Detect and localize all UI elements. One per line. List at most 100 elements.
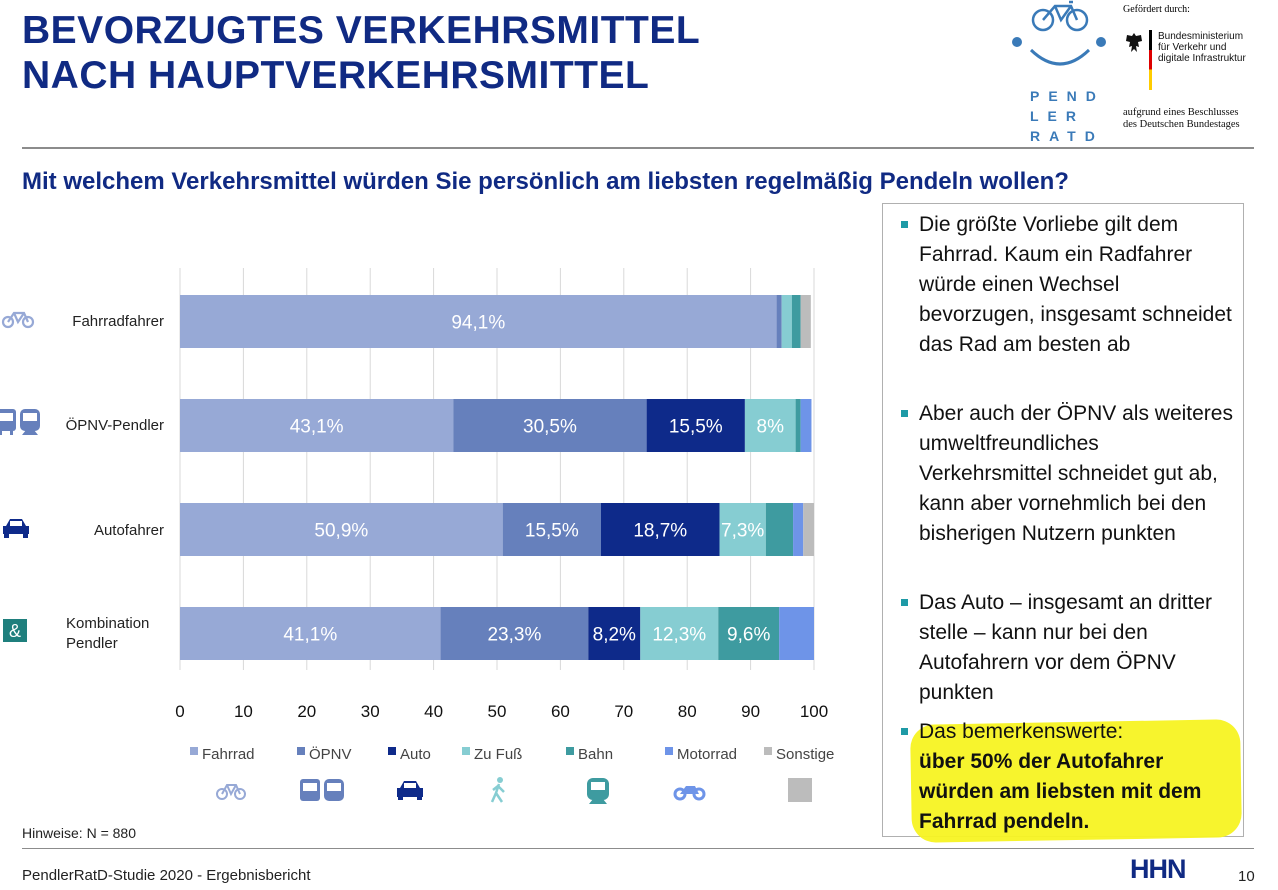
x-tick-label: 70 [614,702,633,721]
bar-segment-sonstige-2 [803,503,814,556]
finding-bullet-1: Die größte Vorliebe gilt dem Fahrrad. Ka… [901,210,1236,360]
category-label-oepnv-pendler: ÖPNV-Pendler [66,416,164,434]
bar-data-label: 15,5% [525,521,579,542]
bar-data-label: 8,2% [593,625,636,646]
bar-data-label: 23,3% [487,625,541,646]
walking-icon [490,777,505,803]
report-title: PendlerRatD-Studie 2020 - Ergebnisberich… [22,867,311,884]
slide-title: BEVORZUGTES VERKEHRSMITTEL NACH HAUPTVER… [22,8,700,98]
logo-wordmark: PEND LER RATD [1030,88,1105,144]
bar-segment-motorrad-1 [800,399,812,452]
survey-question: Mit welchem Verkehrsmittel würden Sie pe… [22,168,1069,195]
footer-divider [22,848,1254,849]
bar-data-label: 12,3% [652,625,706,646]
bar-data-label: 15,5% [669,417,723,438]
legend: Fahrrad ÖPNV Auto Zu Fuß Bahn Motorrad Sonstig… [190,745,834,763]
bullet-square-icon [901,599,908,606]
x-axis-ticks: 0 10 20 30 40 50 60 70 80 90 100 [175,702,828,721]
bar-segment-sonstige-0 [800,295,811,348]
german-flag-bar [1149,30,1152,90]
bar-segment-fahrrad-1 [180,399,454,452]
bar-data-label: 50,9% [314,521,368,542]
legend-swatch [566,747,574,755]
legend-swatch [665,747,673,755]
category-label-kombination-line1: Kombination [66,615,149,632]
train-icon [587,778,609,804]
pendlerratd-logo [1012,0,1106,66]
federal-eagle-icon [1126,33,1142,52]
x-tick-label: 80 [678,702,697,721]
car-icon [3,519,29,538]
legend-label: Bahn [578,746,613,763]
x-tick-label: 90 [741,702,760,721]
bar-segment--pnv-0 [776,295,782,348]
bar-data-label: 8% [757,417,785,438]
bar-data-label: 30,5% [523,417,577,438]
bar-segment-fahrrad-3 [180,607,441,660]
legend-label: Sonstige [776,746,834,763]
ampersand-icon: & [3,619,27,642]
motorcycle-icon [673,786,706,801]
logo-bicycle-icon [1031,0,1089,32]
logo-dot-right [1096,37,1106,47]
bar-data-label: 7,3% [721,521,764,542]
x-tick-label: 60 [551,702,570,721]
legend-swatch [190,747,198,755]
bar-segment-motorrad-3 [779,607,814,660]
bar-data-labels: 94,1% 43,1% 30,5% 15,5% 8% 50,9% 15,5% 18,7% 7,3… [283,313,784,646]
legend-swatch [297,747,305,755]
x-tick-label: 40 [424,702,443,721]
legend-label: Fahrrad [202,746,255,763]
category-label-fahrradfahrer: Fahrradfahrer [72,313,164,330]
bicycle-icon [216,784,246,800]
legend-swatch [462,747,470,755]
bar-segment-bahn-1 [795,399,801,452]
bar-segment-fahrrad-0 [180,295,777,348]
x-tick-label: 30 [361,702,380,721]
bar-segment-auto-3 [588,607,641,660]
logo-smile [1029,48,1091,66]
bar-segment-zu-fu--1 [744,399,796,452]
legend-label: Motorrad [677,746,737,763]
bar-data-label: 43,1% [290,417,344,438]
legend-label: ÖPNV [309,745,352,763]
bar-segment-fahrrad-2 [180,503,503,556]
bar-segment-auto-1 [646,399,745,452]
bicycle-icon [1,311,35,329]
legend-icons [216,777,812,804]
x-tick-label: 0 [175,702,184,721]
x-tick-label: 20 [297,702,316,721]
bars [180,295,814,660]
x-tick-label: 100 [800,702,828,721]
bar-segment-bahn-2 [765,503,794,556]
finding-lead: Das bemerkenswerte: [919,720,1124,743]
x-tick-label: 10 [234,702,253,721]
x-tick-label: 50 [488,702,507,721]
bar-segment-bahn-3 [718,607,780,660]
finding-bullet-2: Aber auch der ÖPNV als weiteres umweltfr… [901,399,1236,549]
ministry-name: Bundesministerium für Verkehr und digita… [1158,31,1246,64]
legend-swatch [388,747,396,755]
logo-dot-left [1012,37,1022,47]
bus-train-icon [300,779,344,801]
hhn-logo: HHN [1130,854,1186,884]
page-number: 10 [1238,868,1255,885]
bullet-square-icon [901,410,908,417]
finding-emphasis: über 50% der Autofahrer würden am liebst… [919,750,1202,833]
bar-segment--pnv-2 [502,503,601,556]
bar-data-label: 41,1% [283,625,337,646]
bar-segment-motorrad-2 [793,503,804,556]
legend-label: Zu Fuß [474,746,522,763]
svg-text:&: & [9,621,21,641]
finding-bullet-4: Das bemerkenswerte: über 50% der Autofah… [901,717,1236,837]
square-icon [788,778,812,802]
sample-note: Hinweise: N = 880 [22,825,137,841]
title-line-2: NACH HAUPTVERKEHRSMITTEL [22,54,650,97]
bullet-square-icon [901,728,908,735]
title-line-1: BEVORZUGTES VERKEHRSMITTEL [22,9,701,52]
bar-segment-auto-2 [600,503,720,556]
header-divider [22,147,1254,149]
legend-swatch [764,747,772,755]
finding-bullet-3: Das Auto – insgesamt an dritter stelle –… [901,588,1236,708]
bundestag-note: aufgrund eines Beschlusses des Deutschen… [1123,107,1240,130]
